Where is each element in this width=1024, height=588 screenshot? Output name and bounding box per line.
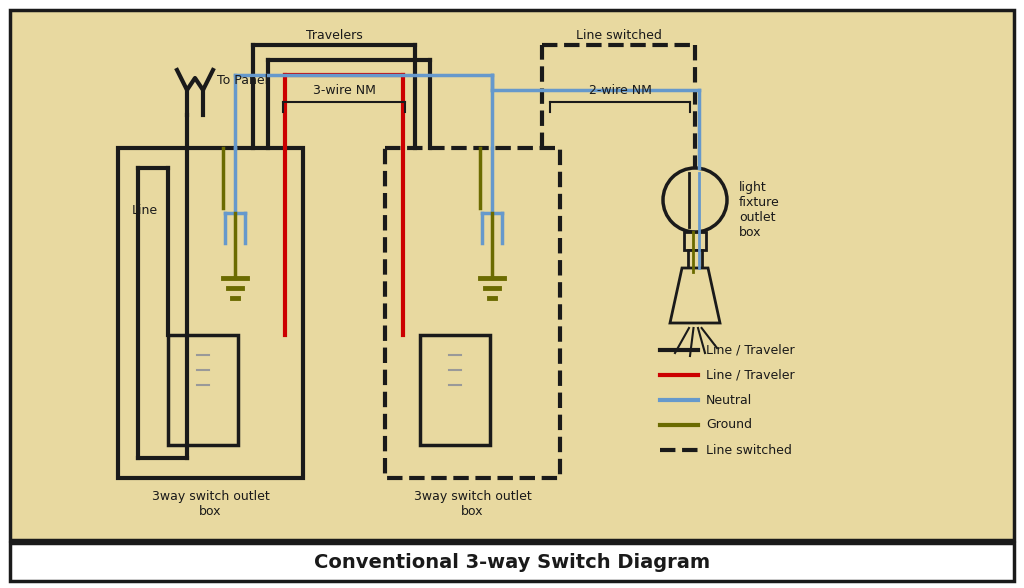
Text: Travelers: Travelers (305, 29, 362, 42)
Bar (385, 148, 560, 478)
Bar (684, 232, 706, 250)
Text: Line: Line (132, 203, 158, 216)
Text: To Panel: To Panel (217, 74, 268, 86)
Text: Line switched: Line switched (706, 443, 792, 456)
Polygon shape (670, 268, 720, 323)
Text: Line / Traveler: Line / Traveler (706, 343, 795, 356)
Text: light
fixture
outlet
box: light fixture outlet box (739, 181, 779, 239)
Text: 2-wire NM: 2-wire NM (589, 84, 651, 97)
Text: 3way switch outlet
box: 3way switch outlet box (414, 490, 531, 518)
Text: Conventional 3-way Switch Diagram: Conventional 3-way Switch Diagram (314, 553, 710, 572)
Bar (168, 335, 238, 445)
Circle shape (663, 168, 727, 232)
Bar (10, 543, 1014, 581)
Text: Line switched: Line switched (575, 29, 662, 42)
Bar (688, 250, 702, 268)
Bar (118, 148, 303, 478)
Text: 3way switch outlet
box: 3way switch outlet box (152, 490, 269, 518)
Text: Ground: Ground (706, 419, 752, 432)
Text: 3-wire NM: 3-wire NM (312, 84, 376, 97)
Text: Neutral: Neutral (706, 393, 753, 406)
Bar (420, 335, 490, 445)
Text: Line / Traveler: Line / Traveler (706, 369, 795, 382)
